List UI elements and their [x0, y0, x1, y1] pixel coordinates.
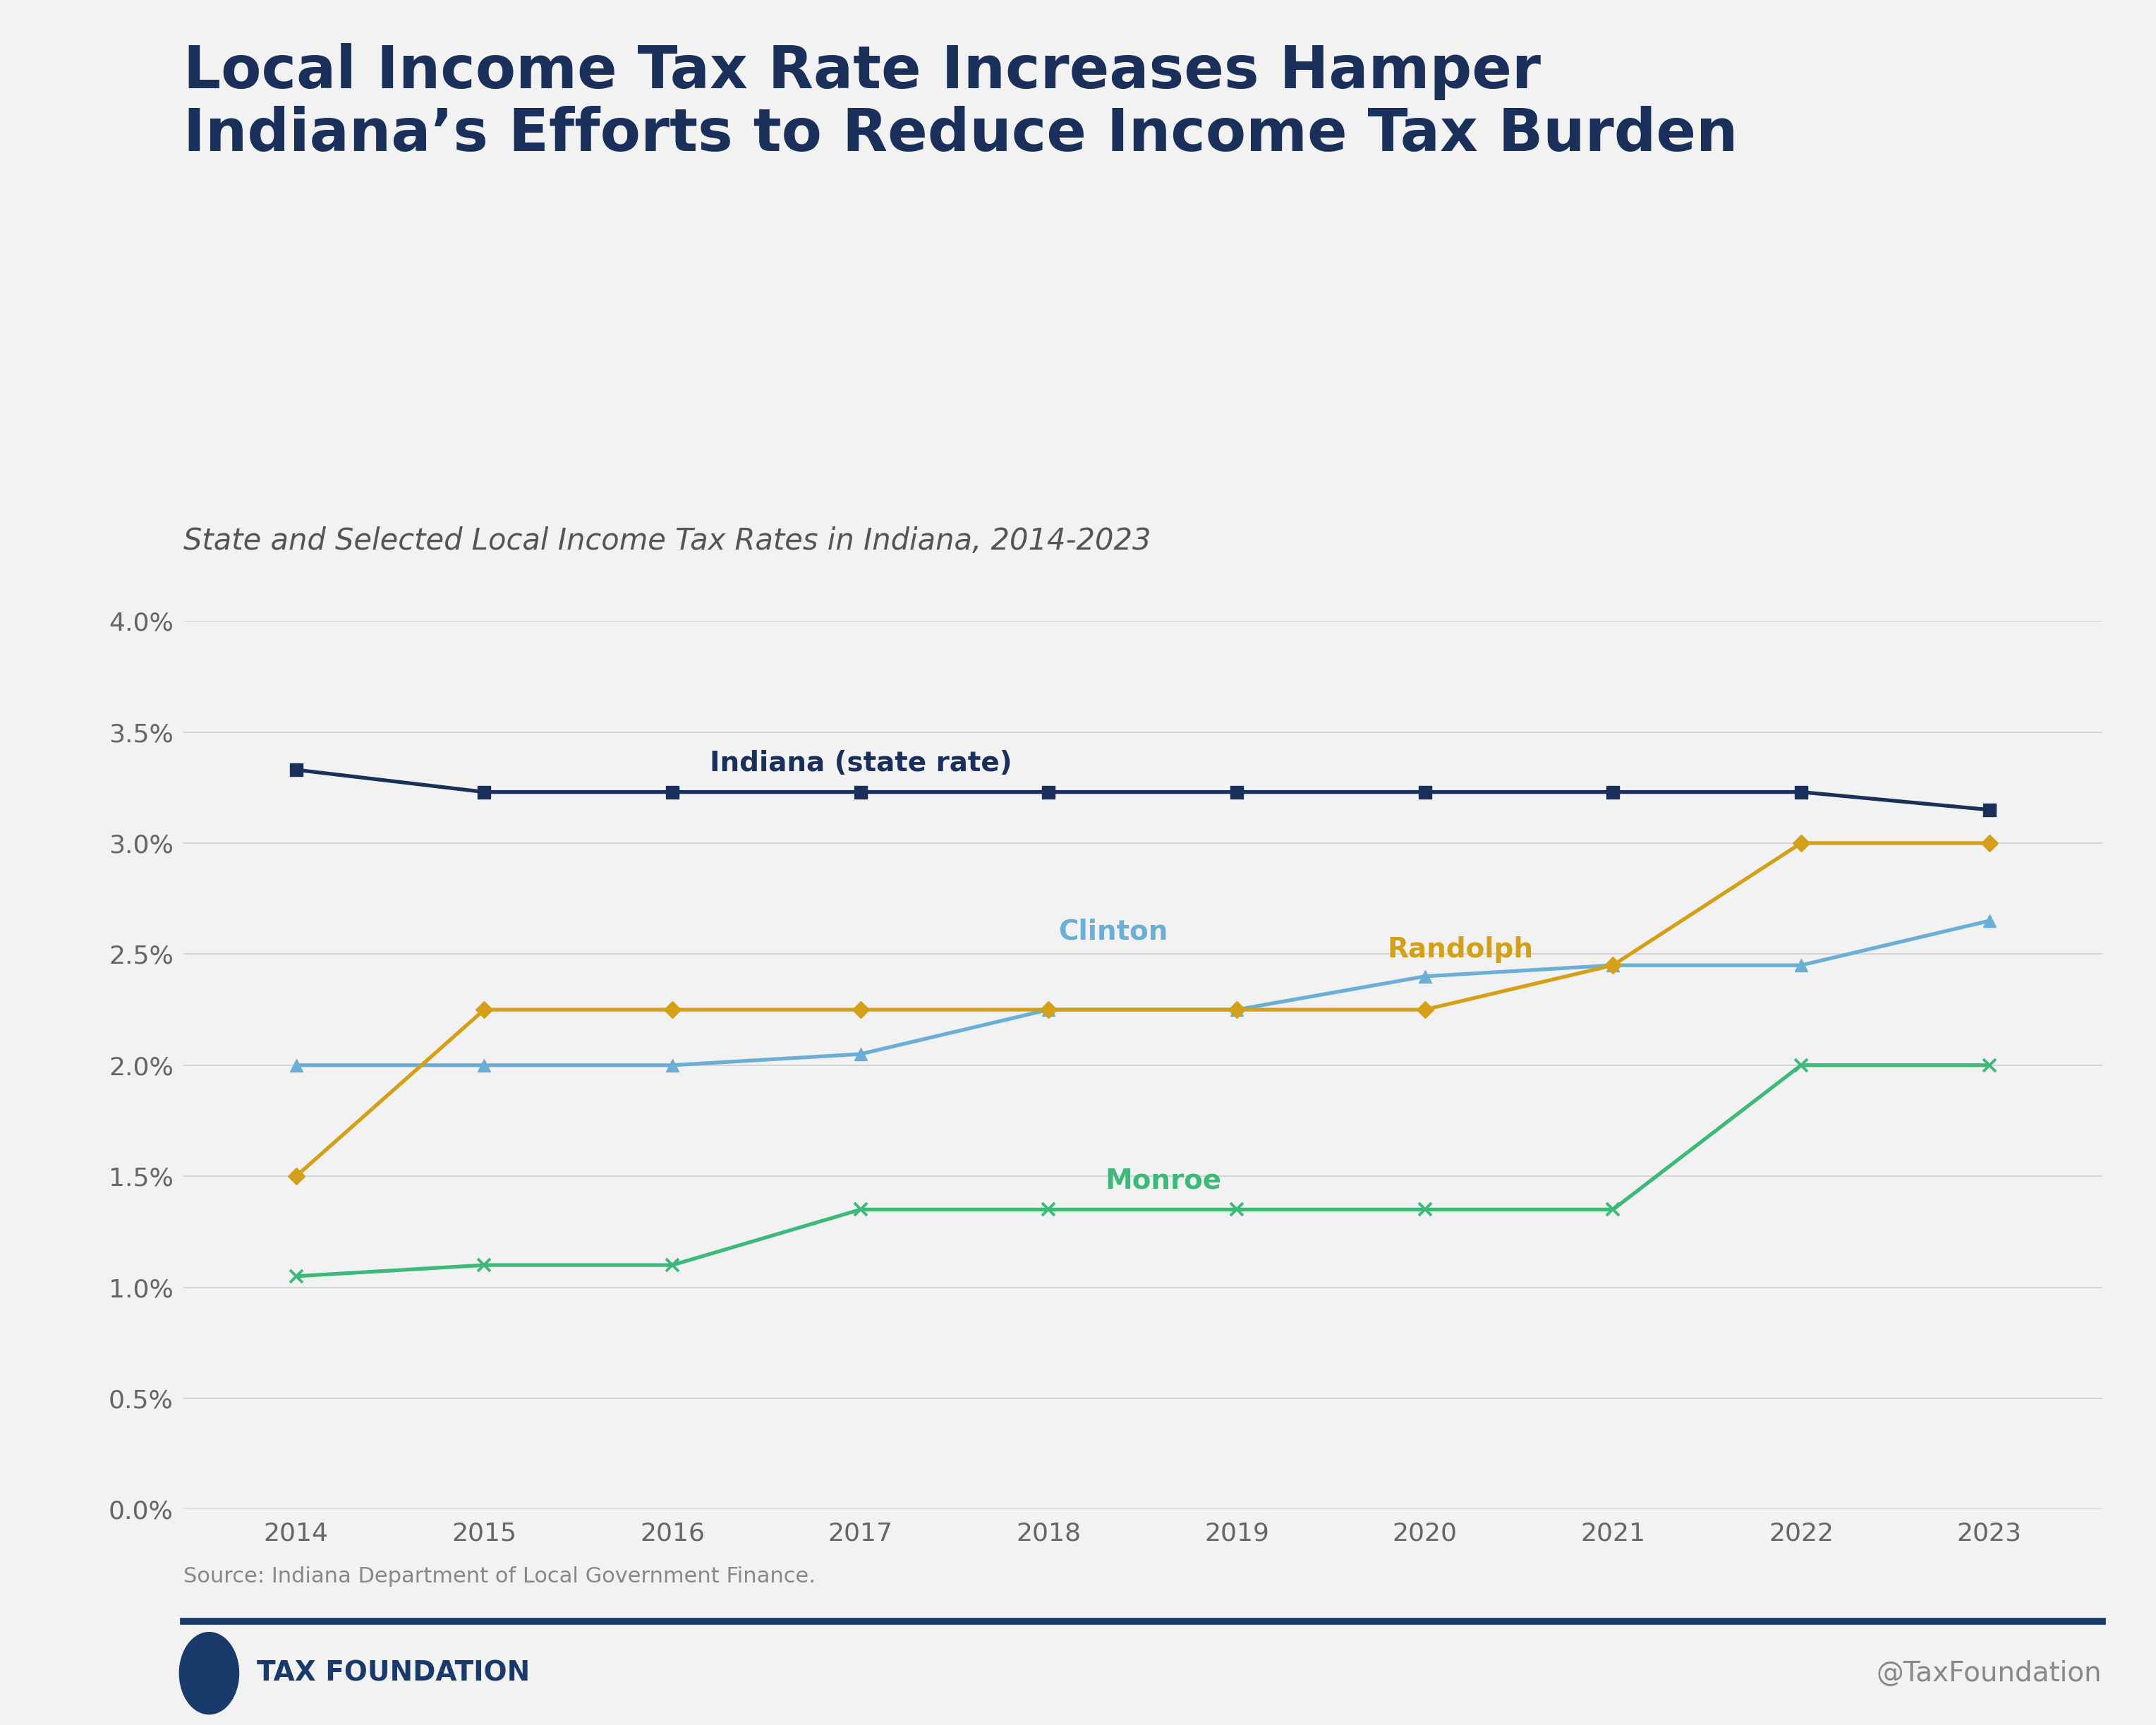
Text: Monroe: Monroe [1106, 1168, 1222, 1194]
Text: Indiana (state rate): Indiana (state rate) [709, 750, 1013, 776]
Text: Clinton: Clinton [1059, 918, 1169, 945]
Text: Local Income Tax Rate Increases Hamper
Indiana’s Efforts to Reduce Income Tax Bu: Local Income Tax Rate Increases Hamper I… [183, 43, 1738, 162]
Text: State and Selected Local Income Tax Rates in Indiana, 2014-2023: State and Selected Local Income Tax Rate… [183, 526, 1151, 555]
Text: TAX FOUNDATION: TAX FOUNDATION [257, 1659, 530, 1687]
Text: Source: Indiana Department of Local Government Finance.: Source: Indiana Department of Local Gove… [183, 1566, 815, 1587]
Text: @TaxFoundation: @TaxFoundation [1876, 1659, 2102, 1687]
Text: Randolph: Randolph [1386, 937, 1533, 963]
